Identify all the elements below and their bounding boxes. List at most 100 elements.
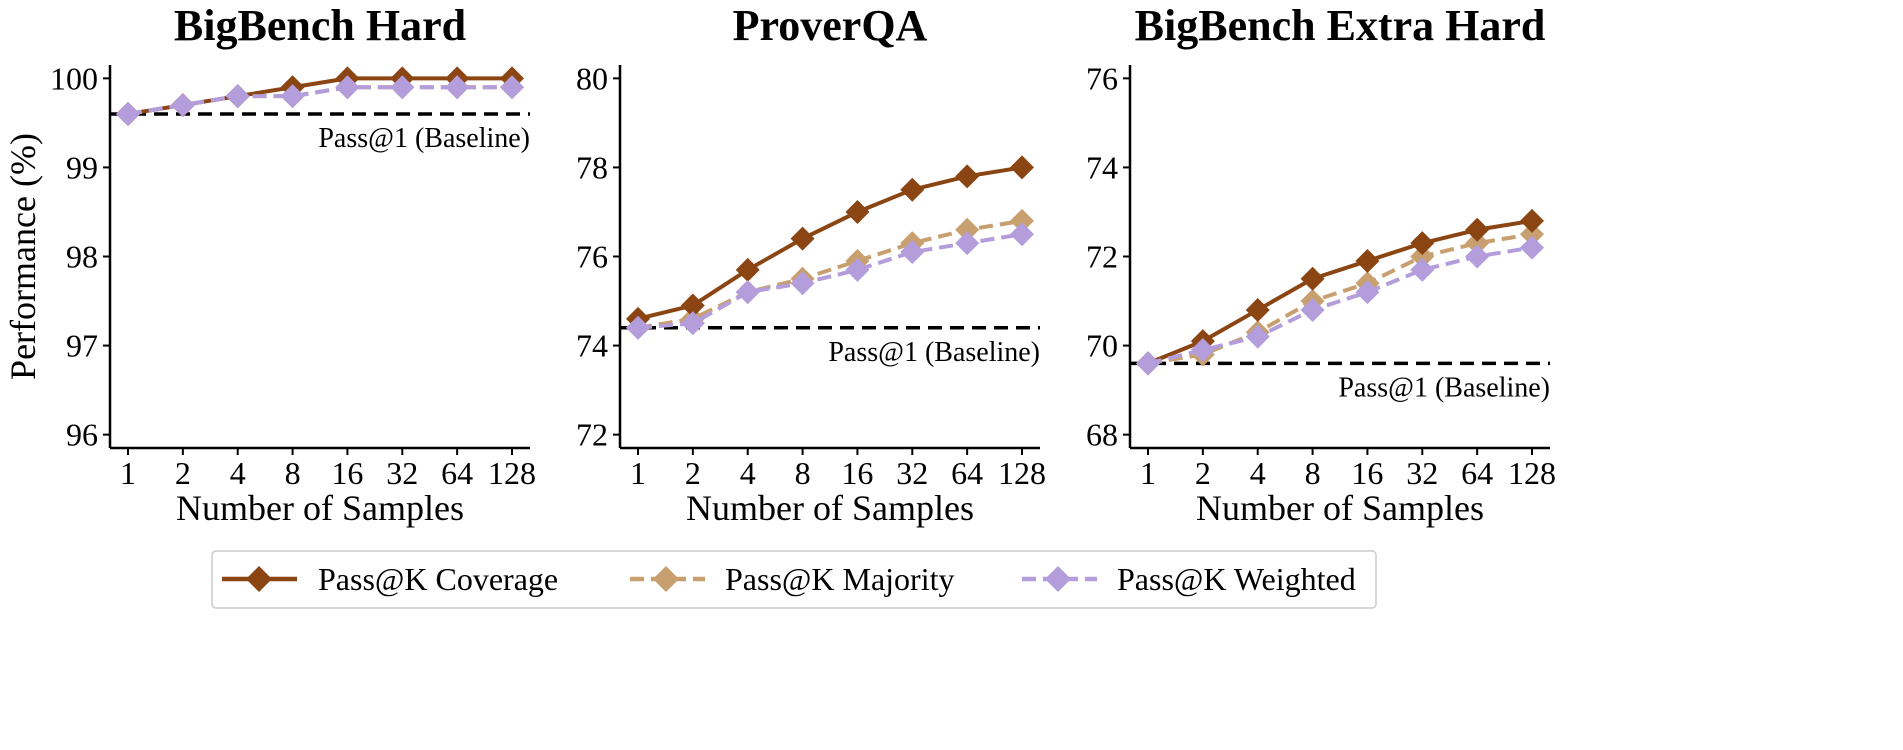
chart-panel-3: BigBench Extra Hard 68 70 72 74 76 1 2 4 8 16 32 64 1… <box>1086 1 1556 528</box>
x-tick-label: 4 <box>230 455 246 491</box>
y-tick-label: 99 <box>66 149 98 185</box>
data-point-weighted <box>500 75 524 100</box>
data-point-weighted <box>1465 244 1490 269</box>
data-point-weighted <box>170 93 195 118</box>
legend-label-majority: Pass@K Majority <box>725 561 954 597</box>
data-point-weighted <box>1245 324 1270 349</box>
legend-marker-coverage <box>246 566 272 592</box>
data-point-weighted <box>116 101 140 126</box>
chart-panel-2: ProverQA 72 74 76 78 80 1 2 4 8 16 32 64 128 Number of… <box>576 1 1046 528</box>
y-tick-label: 97 <box>66 328 98 364</box>
x-tick-label: 128 <box>998 455 1046 491</box>
data-point-weighted <box>1136 351 1160 376</box>
chart-panel-1: BigBench Hard 96 97 98 99 100 1 2 4 8 16 32 64 128 Num… <box>3 1 536 528</box>
series-weighted <box>1136 235 1544 376</box>
x-tick-label: 128 <box>488 455 536 491</box>
y-tick-label: 76 <box>576 239 608 275</box>
data-point-majority <box>1010 208 1034 233</box>
x-tick-label: 4 <box>1250 455 1266 491</box>
data-point-weighted <box>225 84 250 109</box>
data-point-weighted <box>280 84 305 109</box>
data-point-weighted <box>735 280 760 305</box>
series-coverage <box>626 155 1034 331</box>
data-point-majority <box>955 217 980 242</box>
data-point-weighted <box>1300 297 1325 322</box>
x-tick-label: 2 <box>1195 455 1211 491</box>
x-tick-label: 16 <box>331 455 363 491</box>
data-point-coverage <box>790 226 815 251</box>
y-tick-label: 78 <box>576 149 608 185</box>
baseline-label: Pass@1 (Baseline) <box>318 123 530 154</box>
x-tick-label: 4 <box>740 455 756 491</box>
x-axis-label: Number of Samples <box>686 488 974 528</box>
data-point-weighted <box>955 231 980 256</box>
y-tick-label: 72 <box>576 417 608 453</box>
x-tick-label: 32 <box>896 455 928 491</box>
series-line-weighted <box>637 232 1023 330</box>
data-point-weighted <box>900 240 925 265</box>
x-tick-label: 32 <box>386 455 418 491</box>
data-point-weighted <box>790 271 815 296</box>
legend: Pass@K Coverage Pass@K Majority Pass@K Wei… <box>211 550 1377 609</box>
data-point-weighted <box>1410 257 1435 282</box>
data-point-coverage <box>955 164 980 189</box>
y-tick-label: 68 <box>1086 417 1118 453</box>
legend-item-weighted: Pass@K Weighted <box>1022 561 1356 597</box>
x-tick-label: 64 <box>951 455 983 491</box>
data-point-coverage <box>1410 231 1435 256</box>
data-point-majority <box>1465 231 1490 256</box>
legend-marker-weighted <box>1045 566 1071 592</box>
y-tick-label: 70 <box>1086 328 1118 364</box>
x-axis-label: Number of Samples <box>1196 488 1484 528</box>
x-tick-label: 128 <box>1508 455 1556 491</box>
data-point-weighted <box>680 311 705 336</box>
x-tick-label: 2 <box>685 455 701 491</box>
data-point-coverage <box>1010 155 1034 180</box>
x-tick-label: 64 <box>441 455 473 491</box>
x-tick-label: 8 <box>285 455 301 491</box>
x-tick-label: 1 <box>120 455 136 491</box>
data-point-coverage <box>735 257 760 282</box>
x-tick-label: 32 <box>1406 455 1438 491</box>
data-point-weighted <box>1355 280 1380 305</box>
data-point-weighted <box>1190 338 1215 363</box>
data-point-coverage <box>1245 297 1270 322</box>
legend-item-majority: Pass@K Majority <box>630 561 954 597</box>
x-tick-label: 1 <box>1140 455 1156 491</box>
legend-label-coverage: Pass@K Coverage <box>318 561 558 597</box>
chart-title: BigBench Hard <box>174 1 466 50</box>
x-tick-label: 8 <box>1305 455 1321 491</box>
y-tick-label: 98 <box>66 239 98 275</box>
data-point-coverage <box>680 293 705 318</box>
y-tick-label: 72 <box>1086 239 1118 275</box>
x-tick-label: 16 <box>841 455 873 491</box>
baseline-label: Pass@1 (Baseline) <box>1338 372 1550 403</box>
data-point-weighted <box>1010 222 1034 247</box>
x-tick-label: 16 <box>1351 455 1383 491</box>
y-tick-label: 74 <box>576 328 608 364</box>
y-tick-label: 76 <box>1086 60 1118 96</box>
data-point-coverage <box>1520 208 1544 233</box>
x-tick-label: 2 <box>175 455 191 491</box>
legend-frame <box>211 550 1377 609</box>
legend-label-weighted: Pass@K Weighted <box>1117 561 1356 597</box>
data-point-coverage <box>1300 266 1325 291</box>
data-point-weighted <box>445 75 470 100</box>
data-point-majority <box>1520 222 1544 247</box>
x-axis-label: Number of Samples <box>176 488 464 528</box>
y-tick-label: 74 <box>1086 149 1118 185</box>
x-tick-label: 8 <box>795 455 811 491</box>
x-tick-label: 64 <box>1461 455 1493 491</box>
legend-item-coverage: Pass@K Coverage <box>222 561 558 597</box>
y-tick-label: 100 <box>50 60 98 96</box>
y-axis-label: Performance (%) <box>3 133 43 380</box>
data-point-coverage <box>845 199 870 224</box>
data-point-weighted <box>1520 235 1544 260</box>
y-tick-label: 80 <box>576 60 608 96</box>
data-point-majority <box>1410 244 1435 269</box>
x-tick-label: 1 <box>630 455 646 491</box>
data-point-weighted <box>335 75 360 100</box>
data-point-coverage <box>1465 217 1490 242</box>
series-coverage <box>116 66 524 126</box>
